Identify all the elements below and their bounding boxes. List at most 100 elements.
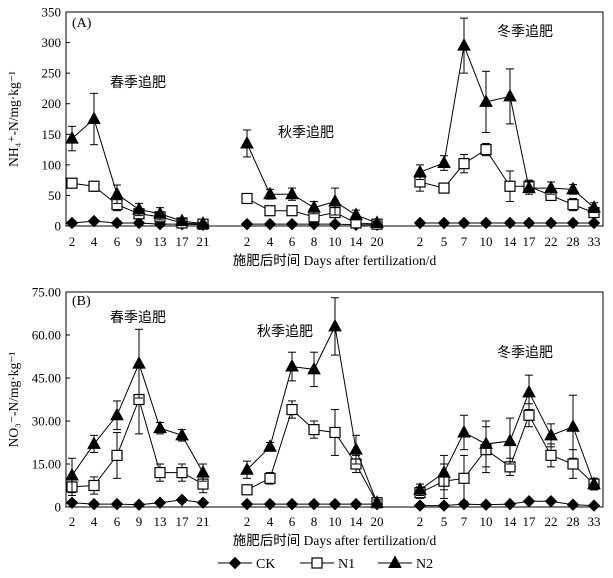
data-point [110, 186, 124, 200]
season-label: 冬季追肥 [497, 345, 553, 361]
data-point [87, 214, 101, 228]
season-group: 2 4 6 9 13 17 21 春季追肥 [65, 310, 210, 529]
data-point [349, 497, 363, 511]
x-tick-label: 4 [91, 514, 98, 529]
data-point [544, 216, 558, 230]
data-point [285, 497, 299, 511]
x-tick-label: 17 [523, 514, 537, 529]
season-group: 2 4 6 8 10 14 20 秋季追肥 [240, 125, 384, 249]
data-point [264, 205, 276, 217]
data-point [241, 192, 253, 205]
data-point [87, 111, 101, 124]
x-tick-label: 6 [114, 514, 121, 529]
x-tick-label: 2 [417, 514, 424, 529]
data-point [566, 498, 580, 511]
data-point [88, 479, 100, 492]
data-point [285, 186, 299, 200]
data-point [110, 407, 124, 421]
y-tick-label: 15.00 [32, 457, 61, 472]
x-tick-label: 5 [441, 234, 448, 249]
x-tick-label: 4 [91, 234, 98, 249]
y-tick-label: 300 [42, 35, 62, 50]
series-ck [413, 216, 601, 230]
data-point [65, 216, 79, 230]
data-point [480, 143, 492, 156]
x-tick-label: 2 [244, 514, 251, 529]
data-point [587, 499, 601, 512]
data-point [437, 499, 451, 512]
data-point [522, 495, 536, 508]
x-tick-label: 21 [197, 514, 210, 529]
data-point [176, 467, 188, 479]
x-tick-label: 2 [69, 234, 76, 249]
x-tick-label: 22 [545, 514, 558, 529]
x-tick-label: 5 [441, 514, 448, 529]
data-point [458, 158, 470, 170]
data-point [132, 216, 146, 230]
data-point [503, 216, 517, 230]
x-tick-label: 10 [329, 514, 342, 529]
series-n2 [65, 92, 210, 229]
legend-marker-n1 [311, 557, 323, 569]
data-point [87, 436, 101, 449]
data-point [153, 496, 167, 509]
data-point [458, 472, 470, 484]
data-point [263, 439, 277, 452]
legend-label-n1: N1 [338, 557, 355, 572]
data-point [286, 403, 298, 416]
x-tick-label: 14 [350, 234, 364, 249]
season-group: 2 5 7 10 14 17 22 28 33 冬季追肥 [413, 17, 601, 249]
x-tick-label: 28 [567, 514, 580, 529]
data-point [175, 493, 189, 507]
data-point [132, 201, 146, 215]
data-point [132, 356, 146, 369]
data-point [413, 164, 427, 178]
y-tick-label: 100 [42, 157, 62, 172]
data-point [240, 217, 254, 231]
x-tick-label: 33 [588, 234, 601, 249]
x-tick-label: 8 [311, 514, 318, 529]
series-ck [413, 495, 601, 512]
data-point [457, 424, 471, 438]
panel-b: 0 15.00 30.00 45.00 60.00 75.00 NO₃⁻-N/mg·kg⁻¹… [6, 285, 604, 548]
series-n2 [240, 129, 384, 228]
data-point [545, 449, 557, 461]
data-point [567, 199, 579, 211]
x-tick-label: 10 [480, 514, 493, 529]
data-point [154, 467, 166, 479]
data-point [87, 497, 101, 511]
data-point [566, 216, 580, 230]
data-point [479, 498, 493, 511]
x-tick-label: 10 [480, 234, 493, 249]
data-point [479, 216, 493, 230]
data-point [587, 476, 601, 490]
x-tick-label: 28 [567, 234, 580, 249]
data-point [285, 217, 299, 231]
series-n1 [66, 364, 209, 497]
x-tick-label: 6 [114, 234, 121, 249]
panel-label: (B) [72, 294, 91, 309]
data-point [370, 495, 384, 508]
data-point [132, 498, 146, 511]
season-label: 春季追肥 [110, 75, 166, 91]
data-point [196, 216, 210, 229]
season-label: 秋季追肥 [257, 324, 313, 340]
data-point [110, 216, 124, 230]
x-tick-label: 8 [311, 234, 318, 249]
y-tick-label: 50 [48, 188, 61, 203]
series-n2 [65, 328, 210, 494]
series-n2 [413, 374, 601, 497]
y-tick-label: 0 [55, 219, 62, 234]
y-axis-title: NO₃⁻-N/mg·kg⁻¹ [6, 352, 21, 448]
data-point [437, 216, 451, 230]
x-tick-label: 21 [197, 234, 210, 249]
y-tick-label: 350 [42, 5, 62, 20]
x-tick-label: 4 [267, 514, 274, 529]
y-tick-label: 30.00 [32, 414, 61, 429]
data-point [328, 318, 342, 332]
x-tick-label: 14 [504, 234, 518, 249]
data-point [522, 180, 536, 194]
data-point [587, 200, 601, 213]
data-point [503, 497, 517, 511]
data-point [522, 216, 536, 230]
